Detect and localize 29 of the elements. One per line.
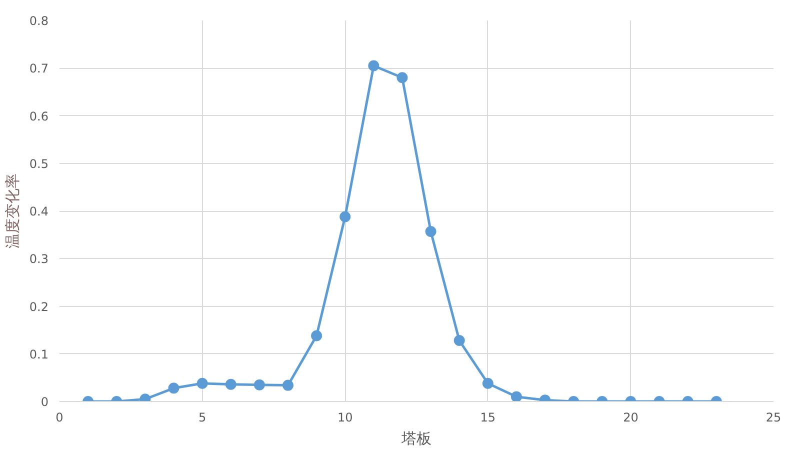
y-tick-label: 0.7: [29, 62, 49, 76]
y-tick-label: 0.8: [29, 14, 49, 28]
x-tick-label: 15: [480, 410, 496, 424]
point: [311, 330, 322, 342]
point: [282, 380, 294, 391]
point: [510, 391, 522, 402]
y-tick-label: 0.3: [29, 252, 49, 266]
point: [482, 378, 494, 389]
point: [340, 211, 351, 222]
point: [425, 226, 436, 237]
point: [454, 335, 465, 346]
point: [368, 60, 380, 72]
point: [254, 379, 265, 390]
x-axis-title: 塔板: [400, 430, 432, 448]
x-tick-label: 25: [766, 410, 782, 424]
point: [225, 378, 236, 390]
y-tick-label: 0: [40, 395, 49, 409]
x-tick-label: 5: [198, 410, 206, 424]
point: [196, 378, 208, 389]
y-tick-label: 0.4: [29, 204, 49, 218]
x-tick-label: 10: [337, 410, 353, 424]
x-tick-label: 20: [623, 410, 638, 424]
x-tick-label: 0: [56, 410, 64, 424]
y-axis-title: 温度变化率: [3, 174, 22, 248]
y-tick-label: 0.6: [29, 109, 49, 124]
y-tick-label: 0.1: [29, 347, 49, 362]
point: [396, 72, 408, 84]
y-tick-label: 0.5: [29, 156, 49, 171]
y-tick-label: 0.2: [29, 300, 49, 314]
